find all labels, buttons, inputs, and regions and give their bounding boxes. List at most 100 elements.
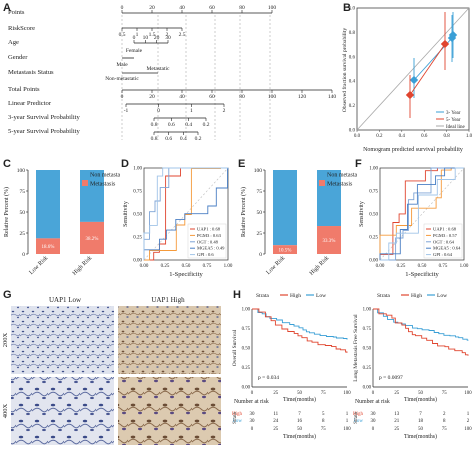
km-ytick: 1.00	[242, 308, 251, 313]
roc-xtick: 0.25	[397, 264, 406, 269]
bar-ylabel: Relative Percent (%)	[240, 187, 247, 237]
km-risk-xtick: 0	[372, 427, 375, 432]
km-risk-row-high-label: High	[232, 412, 243, 417]
roc-curve	[144, 167, 228, 261]
bar-metastasis	[317, 226, 341, 254]
km-pvalue: p = 0.034	[258, 375, 279, 381]
roc-ytick: 0.25	[369, 236, 378, 241]
km-curve-low	[252, 308, 348, 340]
km-risk-strata-axis: Strata	[233, 411, 238, 423]
nomo-row-lp: Linear Predictor	[8, 100, 52, 107]
nomo-row-points: Points	[8, 9, 25, 16]
bar-category-label: High Risk	[72, 255, 94, 277]
total-tick-label: 140	[328, 94, 337, 100]
panel-label-b: B	[343, 2, 351, 14]
legend-non-metastasis-swatch	[82, 171, 88, 177]
km-xtick: 100	[343, 391, 351, 396]
nomo-guides	[121, 15, 271, 140]
roc-legend-box	[423, 223, 463, 259]
legend-non-metastasis: Non metastasis	[327, 173, 357, 179]
km-risk-strata-axis: Strata	[354, 411, 359, 423]
series-3-year	[409, 12, 458, 98]
panel-label-f: F	[355, 158, 362, 170]
surv3-tick-label: 0.8	[151, 122, 158, 128]
km-risk-row-low-label: Low	[233, 419, 243, 424]
roc-ytick: 0.25	[133, 236, 142, 241]
roc-ytick: 0.75	[369, 190, 378, 195]
bar-ytick-label: 25	[257, 231, 263, 237]
riskscore-tick-label: 1.5	[149, 32, 156, 38]
km-xtick: 75	[442, 391, 447, 396]
km-legend-high: High	[290, 293, 301, 299]
riskscore-tick-label: 2	[166, 32, 169, 38]
km-risk-xtick: 100	[343, 427, 351, 432]
km-risk-low-value: 8	[443, 419, 446, 424]
km-risk-high-value: 5	[322, 412, 325, 417]
roc-legend-entry: GPI : 0.64	[433, 252, 453, 257]
roc-diagonal	[379, 167, 465, 261]
nomo-row-riskscore: RiskScore	[8, 25, 36, 32]
bar-panel-e: 0 25 50 75 100 10.5% Low Risk 33.3% High Risk Rel…	[237, 158, 364, 288]
bar-non-metastasis	[273, 170, 297, 246]
km-legend-low: Low	[437, 293, 447, 299]
nomo-row-surv5: 5-year Survival Probability	[8, 128, 80, 135]
cal-ytick: 0.6	[349, 55, 356, 60]
roc-ytick: 0.00	[133, 259, 142, 264]
panel-label-e: E	[238, 158, 246, 170]
km-risk-xtick: 75	[442, 427, 447, 432]
bar-chart-e: 0 25 50 75 100 10.5%Low Risk 33.3% High Risk Rel…	[240, 168, 364, 277]
km-risk-low-value: 1	[346, 419, 349, 424]
km-ylabel: Overall Survival	[232, 329, 238, 366]
km-risk-row-high-label: High	[353, 412, 364, 417]
km-panel-2: Strata High Low 0.00 0.25 0.50 0.75 1.00 0 25 50 75…	[353, 289, 474, 448]
km-ytick: 0.75	[363, 327, 372, 332]
roc-curve	[380, 167, 464, 261]
km-risk-high-value: 7	[419, 412, 422, 417]
surv3-tick-label: 0.2	[203, 122, 210, 128]
roc-legend-entry: OGT : 0.48	[197, 239, 219, 244]
km-curve-low	[373, 308, 469, 341]
histology-svg: UAP1 Low UAP1 High 200X 400X	[2, 296, 221, 445]
bar-non-metastasis	[36, 170, 60, 239]
cal-ytick: 1.0	[349, 7, 356, 12]
km-ytick: 0.50	[363, 347, 372, 352]
roc-xlabel: 1-Specificity	[405, 271, 439, 278]
surv5-tick-label: 0.6	[165, 136, 172, 142]
bar-metastasis-label: 18.6%	[42, 245, 55, 250]
bar-category-label: Low Risk	[29, 255, 50, 276]
bar-ytick-label: 100	[17, 168, 26, 174]
bar-non-metastasis	[80, 170, 104, 222]
cal-ytick: 0.0	[349, 129, 356, 134]
points-tick-label: 0	[121, 5, 124, 11]
bar-ytick-label: 50	[20, 210, 26, 216]
km-ytick: 0.25	[242, 366, 251, 371]
metastasis-metastatic-label: Metastatic	[147, 66, 170, 72]
km-xlabel: Time(months)	[404, 396, 437, 403]
km-risk-xtick: 100	[464, 427, 472, 432]
panel-label-g: G	[3, 289, 12, 301]
km-risk-low-value: 30	[371, 419, 377, 424]
roc-curve	[379, 167, 464, 260]
lp-tick-label: 2	[223, 108, 226, 114]
bar-ylabel: Relative Percent (%)	[3, 187, 10, 237]
histology-col-high: UAP1 High	[151, 296, 185, 304]
roc-xtick: 0.00	[140, 264, 149, 269]
km-risk-xtick: 50	[297, 427, 302, 432]
riskscore-tick-label: 2.5	[179, 32, 186, 38]
roc-curve	[143, 167, 228, 260]
gender-male-label: Male	[116, 62, 128, 68]
km-risk-low-value: 24	[273, 419, 279, 424]
km-pvalue: p = 0.0097	[379, 375, 403, 381]
bar-ytick-label: 100	[254, 168, 263, 174]
points-tick-label: 100	[268, 5, 277, 11]
km-xtick: 0	[372, 391, 375, 396]
bar-non-metastasis	[317, 170, 341, 227]
km-ytick: 0.25	[363, 366, 372, 371]
age-tick-label: 0	[133, 35, 136, 41]
km-curve-high	[373, 308, 469, 356]
age-tick-label: 10	[143, 35, 149, 41]
roc-chart-f: 0.000.00 0.25 0.25 0.50 0.50 0.75 0.75 1.00 1.00…	[359, 167, 469, 279]
roc-xtick: 1.00	[460, 264, 469, 269]
